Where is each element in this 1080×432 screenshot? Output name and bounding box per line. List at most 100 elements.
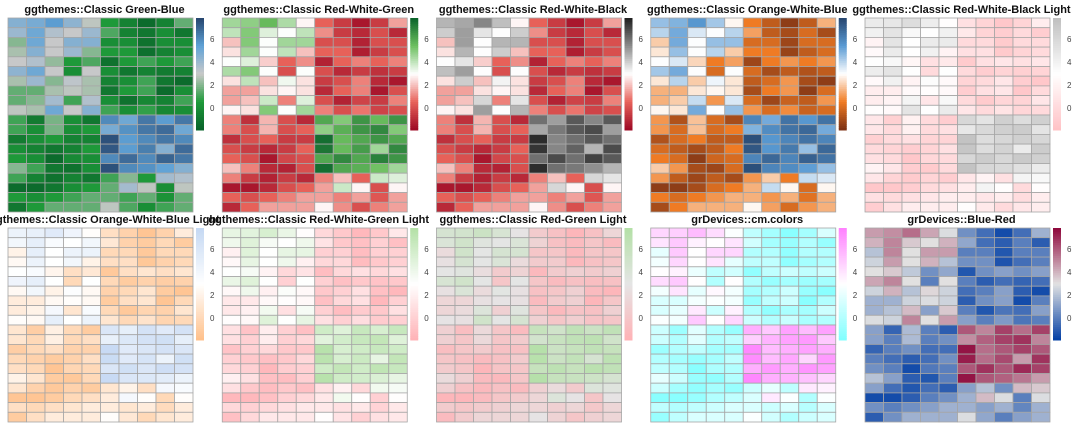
heatmap-cell [602, 27, 622, 38]
heatmap-cell [724, 56, 744, 67]
legend-color-step [410, 242, 419, 246]
heatmap-cell [473, 182, 493, 193]
legend-color-step [838, 282, 847, 285]
heatmap-cell [798, 305, 818, 316]
legend-color-step [838, 60, 847, 64]
heatmap-cell [1031, 75, 1051, 87]
heatmap-cell [314, 192, 334, 203]
heatmap-cell [491, 295, 511, 306]
heatmap-cell [491, 163, 511, 174]
legend-color-step [196, 70, 204, 73]
heatmap-cell [491, 27, 511, 38]
heatmap-cell [584, 46, 604, 58]
heatmap-cell [7, 163, 27, 174]
heatmap-cell [63, 95, 83, 106]
heatmap-cell [258, 114, 279, 126]
heatmap-cell [994, 66, 1014, 77]
heatmap-cell [221, 153, 242, 164]
heatmap-cell [650, 295, 670, 306]
heatmap-cell [155, 133, 175, 145]
heatmap-cell [332, 133, 353, 145]
heatmap-cell [584, 246, 604, 258]
heatmap-cell [1012, 192, 1032, 203]
heatmap-cell [118, 27, 138, 38]
heatmap-cell [44, 27, 64, 38]
heatmap-cell [761, 246, 781, 258]
heatmap-cell [44, 17, 64, 29]
heatmap-cell [528, 201, 548, 213]
heatmap-cell [510, 95, 530, 106]
legend-color-step [1053, 102, 1061, 105]
legend-color-step [410, 276, 419, 279]
heatmap-cell [668, 227, 689, 239]
heatmap-cell [81, 402, 101, 413]
heatmap-cell [957, 27, 977, 38]
heatmap-cell [602, 192, 622, 203]
legend-color-step [196, 269, 204, 272]
legend-color-step [410, 272, 419, 276]
heatmap-cell [277, 402, 297, 413]
legend-color-step [410, 21, 419, 25]
heatmap-cell [174, 246, 194, 258]
heatmap-cell [174, 143, 194, 155]
legend-color-step [1053, 261, 1061, 264]
legend-color-step [196, 315, 204, 319]
heatmap-cell [332, 334, 353, 345]
legend-tick-label: 4 [210, 58, 215, 67]
heatmap-cell [454, 192, 474, 203]
legend-color-step [410, 18, 419, 21]
heatmap-cell [454, 163, 474, 174]
legend-color-step [1053, 88, 1061, 92]
legend-color-step [1053, 44, 1061, 47]
heatmap-cell [26, 237, 46, 248]
heatmap-cell [436, 133, 456, 145]
heatmap-cell [436, 256, 456, 268]
heatmap-cell [724, 172, 744, 184]
heatmap-cell [705, 133, 726, 145]
legend-color-step [624, 72, 633, 75]
heatmap-cell [137, 66, 157, 77]
legend-color-step [1053, 85, 1061, 88]
legend-color-step [838, 325, 847, 328]
heatmap-cell [388, 237, 408, 248]
heatmap-cell [491, 382, 511, 394]
heatmap-cell [240, 95, 260, 106]
heatmap-cell [650, 75, 670, 87]
legend-color-step [838, 291, 847, 294]
heatmap-cell [436, 246, 456, 258]
heatmap-cell [650, 37, 670, 48]
heatmap-cell [864, 201, 884, 213]
heatmap-cell [388, 114, 408, 126]
heatmap-cell [26, 363, 46, 374]
legend-color-step [624, 66, 633, 69]
heatmap-cell [528, 133, 548, 145]
heatmap-cell [761, 27, 781, 38]
heatmap-cell [332, 66, 353, 77]
heatmap-cell [258, 373, 279, 384]
legend-color-step [1053, 42, 1061, 45]
legend-color-step [410, 60, 419, 64]
legend-color-step [838, 100, 847, 103]
heatmap-cell [44, 114, 64, 126]
heatmap-cell [975, 95, 995, 106]
heatmap-cell [277, 192, 297, 203]
heatmap-cell [547, 285, 567, 297]
heatmap-cell [938, 201, 958, 213]
heatmap-cell [901, 172, 921, 184]
heatmap-cell [155, 227, 175, 239]
heatmap-cell [687, 324, 707, 336]
legend-color-step [1053, 319, 1061, 322]
heatmap-cell [920, 95, 940, 106]
heatmap-cell [957, 256, 977, 268]
heatmap-cell [44, 363, 64, 374]
heatmap-cell [565, 37, 585, 48]
heatmap-cell [1012, 201, 1032, 213]
legend-color-step [196, 272, 204, 276]
legend-color-step [196, 126, 204, 129]
legend-color-step [196, 109, 204, 112]
heatmap-cell [668, 66, 689, 77]
heatmap-cell [705, 153, 726, 164]
legend-color-step [410, 100, 419, 103]
heatmap-cell [155, 343, 175, 355]
